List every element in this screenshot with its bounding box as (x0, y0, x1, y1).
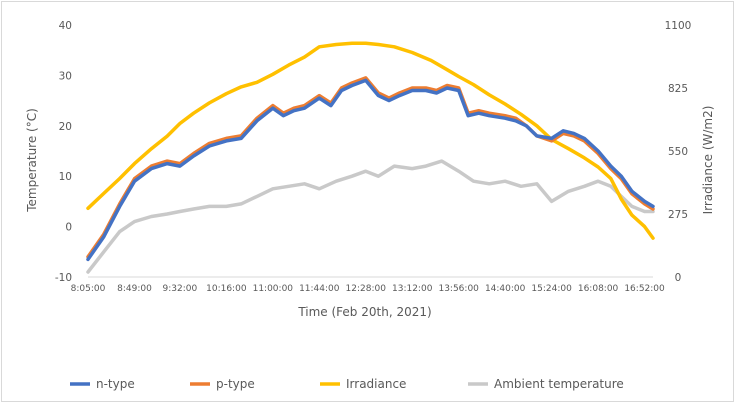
x-tick-label: 16:08:00 (578, 284, 619, 294)
y-tick-label: 40 (59, 20, 72, 32)
x-tick-label: 14:40:00 (485, 284, 526, 294)
y2-tick-label: 1100 (665, 20, 692, 32)
y2-tick-label: 275 (668, 209, 688, 221)
legend: n-type p-type Irradiance Ambient temperatur… (70, 377, 624, 391)
x-axis-title: Time (Feb 20th, 2021) (297, 305, 431, 319)
y2-tick-label: 550 (668, 146, 688, 158)
legend-label: Ambient temperature (494, 377, 624, 391)
y2-axis-title: Irradiance (W/m2) (701, 106, 715, 215)
y2-tick-label: 0 (675, 272, 682, 284)
y2-axis-ticks: 1100 825 550 275 0 (665, 20, 692, 284)
series-line-ambient-temperature (86, 159, 655, 274)
x-tick-label: 11:44:00 (299, 284, 340, 294)
legend-label: Irradiance (346, 377, 406, 391)
x-tick-label: 13:56:00 (438, 284, 479, 294)
y-tick-label: 30 (59, 70, 72, 82)
y-tick-label: 10 (59, 171, 72, 183)
series-layer (86, 41, 655, 274)
x-tick-label: 13:12:00 (392, 284, 433, 294)
x-tick-label: 16:52:00 (624, 284, 665, 294)
x-tick-label: 11:00:00 (253, 284, 294, 294)
x-tick-label: 8:05:00 (71, 284, 106, 294)
series-line-n-type (86, 78, 655, 262)
x-tick-label: 9:32:00 (163, 284, 198, 294)
legend-label: p-type (216, 377, 255, 391)
x-tick-label: 8:49:00 (117, 284, 152, 294)
y-axis-ticks: 40 30 20 10 0 -10 (55, 20, 72, 284)
x-axis-ticks: 8:05:00 8:49:00 9:32:00 10:16:00 11:00:00 11:… (71, 284, 665, 294)
legend-label: n-type (96, 377, 135, 391)
x-tick-label: 15:24:00 (531, 284, 572, 294)
y-tick-label: 0 (65, 222, 72, 234)
y-tick-label: -10 (55, 272, 72, 284)
x-tick-label: 12:28:00 (346, 284, 387, 294)
series-line-irradiance (86, 41, 655, 240)
y-axis-title: Temperature (°C) (25, 108, 39, 213)
x-tick-label: 10:16:00 (206, 284, 247, 294)
series-line-p-type (86, 76, 655, 259)
y2-tick-label: 825 (668, 83, 688, 95)
y-tick-label: 20 (59, 121, 72, 133)
